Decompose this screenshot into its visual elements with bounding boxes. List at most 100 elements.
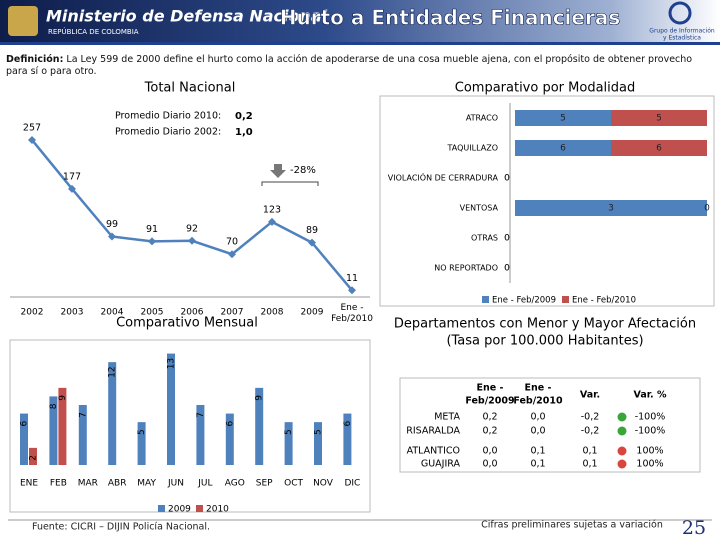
legend-label: 2010 [206, 505, 229, 515]
bar [225, 413, 234, 465]
x-tick-label: Ene -Feb/2010 [331, 303, 373, 324]
ministry-name: Ministerio de Defensa Nacional [46, 7, 328, 26]
table-cell: 0,0 [482, 459, 497, 470]
table-subtitle: (Tasa por 100.000 Habitantes) [446, 334, 643, 349]
point-marker [308, 238, 316, 247]
footer-note: Cifras preliminares sujetas a variación [481, 520, 663, 531]
data-label: 6 [656, 144, 662, 154]
definition: Definición: La Ley 599 de 2000 define el… [6, 54, 712, 78]
data-label: 3 [608, 204, 614, 214]
data-label: 13 [167, 358, 177, 369]
y-tick-label: TAQUILLAZO [447, 144, 498, 153]
x-tick-label: OCT [284, 479, 303, 489]
legend-swatch [562, 296, 569, 303]
point-marker [348, 286, 356, 295]
data-label: 177 [63, 171, 81, 182]
column-header: Var. [580, 390, 600, 401]
change-label: -28% [290, 165, 316, 176]
point-marker [68, 184, 76, 193]
y-tick-label: OTRAS [471, 234, 498, 243]
slide-title: Hurto a Entidades Financieras [280, 6, 620, 30]
bar [108, 362, 117, 465]
mensual-frame [9, 339, 371, 513]
header-band [0, 0, 720, 42]
down-arrow-icon [270, 164, 286, 178]
data-label: 12 [108, 366, 118, 377]
x-tick-label: 2004 [101, 308, 124, 318]
bar [20, 413, 28, 465]
country-name: REPÚBLICA DE COLOMBIA [48, 27, 139, 36]
table-cell: 0,2 [482, 412, 497, 423]
x-tick-label: 2006 [181, 308, 204, 318]
x-tick-label: 2009 [301, 308, 324, 318]
x-tick-label: ABR [108, 479, 127, 489]
x-tick-label: ENE [20, 479, 38, 489]
legend-swatch [196, 505, 203, 512]
data-label: 2 [29, 455, 39, 461]
group-name: Grupo de Información [649, 28, 715, 35]
table-frame [399, 377, 701, 473]
annotation-value: 1,0 [235, 127, 253, 138]
row-name: META [434, 412, 460, 423]
point-marker [268, 217, 276, 226]
table-cell: 100% [636, 446, 663, 457]
bar [49, 396, 58, 465]
table-cell: 0,2 [482, 426, 497, 437]
legend-swatch [158, 505, 165, 512]
table-cell: 0,1 [530, 459, 545, 470]
column-header: Feb/2010 [513, 396, 563, 407]
table-cell: 0,1 [582, 459, 597, 470]
column-header: Feb/2009 [465, 396, 514, 407]
y-tick-label: ATRACO [466, 114, 498, 123]
x-tick-label: 2007 [221, 308, 244, 318]
row-name: RISARALDA [406, 426, 460, 437]
table-cell: -0,2 [581, 426, 600, 437]
table-cell: -0,2 [581, 412, 600, 423]
row-name: GUAJIRA [421, 459, 461, 470]
header-rule [0, 42, 720, 45]
status-indicator [617, 459, 627, 469]
bar-segment [611, 110, 707, 126]
group-logo [668, 1, 692, 25]
chart-title: Comparativo por Modalidad [455, 81, 635, 96]
x-tick-label: AGO [225, 479, 245, 489]
x-tick-label: JUL [197, 479, 212, 489]
data-label: 92 [186, 223, 198, 234]
table-cell: 0,0 [482, 446, 497, 457]
x-tick-label: FEB [50, 479, 67, 489]
point-marker [188, 236, 196, 245]
data-label: 0 [504, 174, 510, 184]
bar [29, 447, 37, 465]
data-label: 5 [314, 429, 324, 435]
data-label: 0 [704, 204, 710, 214]
legend-label: Ene - Feb/2009 [492, 296, 556, 306]
x-tick-label: MAY [137, 479, 156, 489]
data-label: 91 [146, 224, 158, 235]
data-label: 0 [504, 234, 510, 244]
point-marker [148, 237, 156, 246]
data-label: 6 [560, 144, 566, 154]
bar [343, 413, 352, 465]
legend-label: 2009 [168, 505, 191, 515]
table-cell: -100% [635, 426, 666, 437]
table-cell: 0,1 [582, 446, 597, 457]
x-tick-label: 2002 [21, 308, 44, 318]
data-label: 9 [58, 395, 68, 401]
bar-segment [515, 140, 611, 156]
table-cell: 0,0 [530, 426, 545, 437]
y-tick-label: VENTOSA [460, 204, 499, 213]
column-header: Ene - [525, 383, 552, 394]
x-tick-label: JUN [167, 479, 184, 489]
bar-segment [515, 200, 707, 216]
status-indicator [617, 446, 627, 456]
annotation-label: Promedio Diario 2010: [115, 111, 221, 122]
y-tick-label: VIOLACIÓN DE CERRADURA [388, 172, 499, 183]
chart-title: Comparativo Mensual [116, 316, 258, 331]
data-label: 5 [137, 429, 147, 435]
bar [314, 422, 322, 465]
data-label: 6 [20, 420, 30, 426]
data-label: 5 [656, 114, 662, 124]
line-series [31, 139, 353, 292]
